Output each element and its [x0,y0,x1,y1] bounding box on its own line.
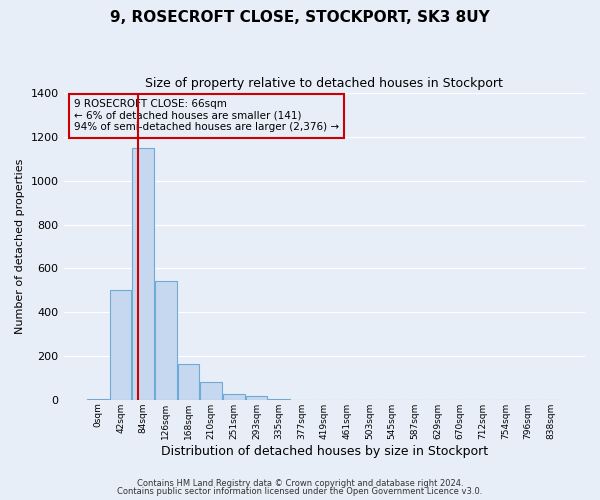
Bar [87,398,109,400]
Title: Size of property relative to detached houses in Stockport: Size of property relative to detached ho… [145,78,503,90]
Bar [245,396,267,400]
X-axis label: Distribution of detached houses by size in Stockport: Distribution of detached houses by size … [161,444,488,458]
Bar [133,148,154,400]
Bar [223,394,245,400]
Y-axis label: Number of detached properties: Number of detached properties [15,158,25,334]
Text: Contains HM Land Registry data © Crown copyright and database right 2024.: Contains HM Land Registry data © Crown c… [137,478,463,488]
Bar [178,364,199,400]
Bar [155,282,176,400]
Bar [200,382,222,400]
Text: 9 ROSECROFT CLOSE: 66sqm
← 6% of detached houses are smaller (141)
94% of semi-d: 9 ROSECROFT CLOSE: 66sqm ← 6% of detache… [74,99,339,132]
Bar [110,290,131,400]
Bar [268,398,290,400]
Text: 9, ROSECROFT CLOSE, STOCKPORT, SK3 8UY: 9, ROSECROFT CLOSE, STOCKPORT, SK3 8UY [110,10,490,25]
Text: Contains public sector information licensed under the Open Government Licence v3: Contains public sector information licen… [118,487,482,496]
